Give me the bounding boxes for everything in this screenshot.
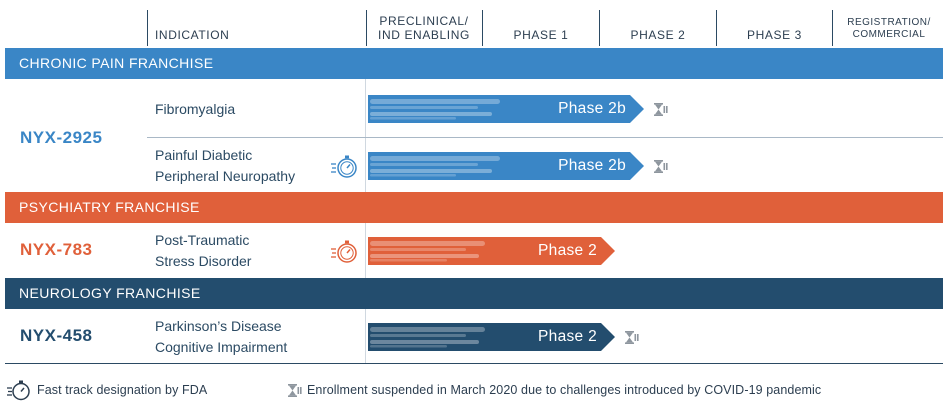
- header-phase1: PHASE 1: [513, 28, 569, 42]
- indication-label: Post-Traumatic Stress Disorder: [155, 230, 251, 272]
- indication-label: Painful Diabetic Peripheral Neuropathy: [155, 145, 295, 187]
- header-phase2: PHASE 2: [630, 28, 686, 42]
- bar-texture-stroke: [370, 106, 478, 109]
- indication-line1: Parkinson’s Disease: [155, 318, 282, 334]
- bar-texture-stroke: [370, 241, 485, 246]
- header-preclinical-line2: IND ENABLING: [378, 28, 470, 42]
- bar-texture-stroke: [370, 259, 447, 262]
- bar-texture-stroke: [370, 99, 500, 104]
- indication-line2: Cognitive Impairment: [155, 339, 288, 355]
- column-divider: [365, 309, 366, 363]
- hourglass-icon: [653, 159, 668, 174]
- stopwatch-icon: [330, 237, 360, 270]
- indication-line1: Post-Traumatic: [155, 232, 250, 248]
- hourglass-icon: [653, 102, 668, 117]
- drug-name: NYX-2925: [20, 128, 103, 147]
- header-phase3: PHASE 3: [747, 28, 802, 42]
- table-bottom-border: [5, 363, 943, 364]
- drug-name: NYX-783: [20, 240, 93, 259]
- legend-fast-track: Fast track designation by FDA: [37, 383, 208, 397]
- pipeline-bar-shape: [368, 237, 615, 265]
- stage-label: Phase 2: [538, 328, 597, 345]
- row-divider: [147, 137, 943, 138]
- franchise-band-psychiatry: PSYCHIATRY FRANCHISE: [5, 192, 943, 223]
- header-registration-line1: REGISTRATION/: [847, 17, 931, 28]
- pipeline-bar-shape: [368, 323, 615, 351]
- bar-texture-stroke: [370, 174, 456, 177]
- indication-line2: Peripheral Neuropathy: [155, 168, 296, 184]
- bar-texture-stroke: [370, 340, 479, 344]
- hourglass-icon: [287, 383, 302, 403]
- stopwatch-icon: [6, 378, 32, 407]
- column-divider: [365, 79, 366, 192]
- stopwatch-icon: [330, 152, 360, 185]
- header-preclinical: PRECLINICAL/ IND ENABLING: [368, 14, 480, 42]
- pipeline-bar: Phase 2: [368, 323, 655, 351]
- bar-texture-stroke: [370, 117, 456, 120]
- bar-texture-stroke: [370, 169, 492, 173]
- header-divider: [716, 10, 717, 46]
- header-registration-line2: COMMERCIAL: [852, 29, 926, 40]
- header-divider: [147, 10, 148, 46]
- header-divider: [599, 10, 600, 46]
- header-divider: [832, 10, 833, 46]
- pipeline-bar-shape: [368, 95, 644, 123]
- indication-label: Fibromyalgia: [155, 99, 235, 120]
- pipeline-bar: Phase 2b: [368, 95, 684, 123]
- header-divider: [366, 10, 367, 46]
- legend-suspended: Enrollment suspended in March 2020 due t…: [307, 383, 822, 397]
- bar-texture-stroke: [370, 248, 466, 251]
- indication-line1: Fibromyalgia: [155, 101, 236, 117]
- indication-label: Parkinson’s Disease Cognitive Impairment: [155, 316, 287, 358]
- stage-label: Phase 2b: [558, 157, 626, 174]
- hourglass-icon: [624, 330, 639, 345]
- franchise-band-chronic-pain: CHRONIC PAIN FRANCHISE: [5, 48, 943, 79]
- bar-texture-stroke: [370, 112, 492, 116]
- bar-texture-stroke: [370, 163, 478, 166]
- header-indication: INDICATION: [155, 28, 230, 42]
- bar-texture-stroke: [370, 334, 466, 337]
- column-divider: [365, 223, 366, 278]
- header-registration: REGISTRATION/ COMMERCIAL: [834, 17, 944, 41]
- header-preclinical-line1: PRECLINICAL/: [379, 14, 469, 28]
- indication-line2: Stress Disorder: [155, 253, 252, 269]
- franchise-band-neurology: NEUROLOGY FRANCHISE: [5, 278, 943, 309]
- bar-texture-stroke: [370, 327, 485, 332]
- header-divider: [482, 10, 483, 46]
- bar-texture-stroke: [370, 254, 479, 258]
- drug-name: NYX-458: [20, 326, 93, 345]
- pipeline-bar: Phase 2b: [368, 152, 684, 180]
- pipeline-bar: Phase 2: [368, 237, 655, 265]
- indication-line1: Painful Diabetic: [155, 147, 253, 163]
- stage-label: Phase 2: [538, 242, 597, 259]
- stage-label: Phase 2b: [558, 100, 626, 117]
- pipeline-bar-shape: [368, 152, 644, 180]
- bar-texture-stroke: [370, 156, 500, 161]
- bar-texture-stroke: [370, 345, 447, 348]
